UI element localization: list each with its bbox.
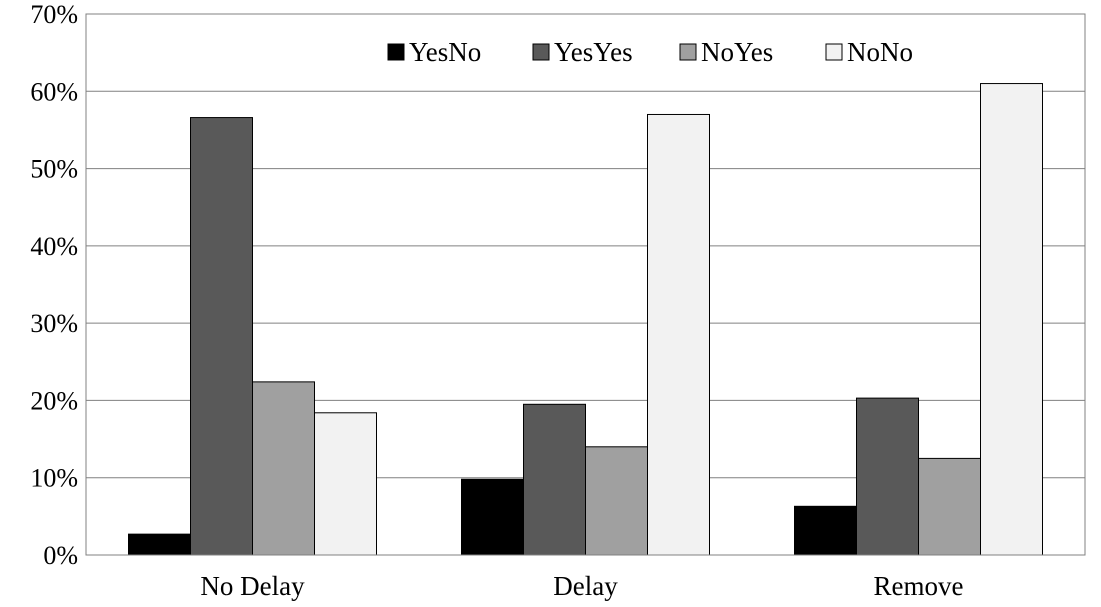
y-tick-label: 30% — [30, 309, 78, 338]
bar-yesno-delay — [461, 478, 524, 556]
y-tick-label: 50% — [30, 155, 78, 184]
legend-swatch — [387, 43, 405, 61]
y-tick-label: 20% — [30, 386, 78, 415]
bars — [128, 83, 1043, 556]
y-tick-label: 0% — [43, 541, 78, 570]
x-category-label: No Delay — [200, 571, 305, 601]
bar-noyes-remove — [918, 457, 981, 556]
bar-noyes-delay — [585, 446, 648, 556]
legend-swatch — [679, 43, 697, 61]
legend-label: YesNo — [409, 37, 481, 67]
legend-label: NoNo — [847, 37, 913, 67]
bar-nono-delay — [647, 113, 710, 556]
bar-nono-remove — [980, 83, 1043, 556]
legend: YesNo YesYes NoYes NoNo — [387, 37, 913, 67]
bar-yesyes-remove — [856, 397, 919, 556]
y-tick-label: 10% — [30, 464, 78, 493]
legend-label: NoYes — [701, 37, 773, 67]
x-category-label: Delay — [553, 571, 618, 601]
bar-noyes-no-delay — [252, 381, 315, 556]
legend-swatch — [532, 43, 550, 61]
y-tick-label: 60% — [30, 77, 78, 106]
bar-yesno-no-delay — [128, 533, 191, 556]
y-tick-label: 40% — [30, 232, 78, 261]
legend-swatch — [825, 43, 843, 61]
bar-yesno-remove — [794, 505, 857, 556]
x-axis-category-labels: No Delay Delay Remove — [200, 571, 963, 601]
y-axis-ticks: 0% 10% 20% 30% 40% 50% 60% 70% — [30, 0, 78, 570]
bar-nono-no-delay — [314, 412, 377, 556]
y-tick-label: 70% — [30, 0, 78, 29]
x-category-label: Remove — [874, 571, 964, 601]
bar-yesyes-delay — [523, 403, 586, 556]
bar-yesyes-no-delay — [190, 117, 253, 556]
plot-frame — [85, 13, 1086, 556]
legend-label: YesYes — [554, 37, 633, 67]
